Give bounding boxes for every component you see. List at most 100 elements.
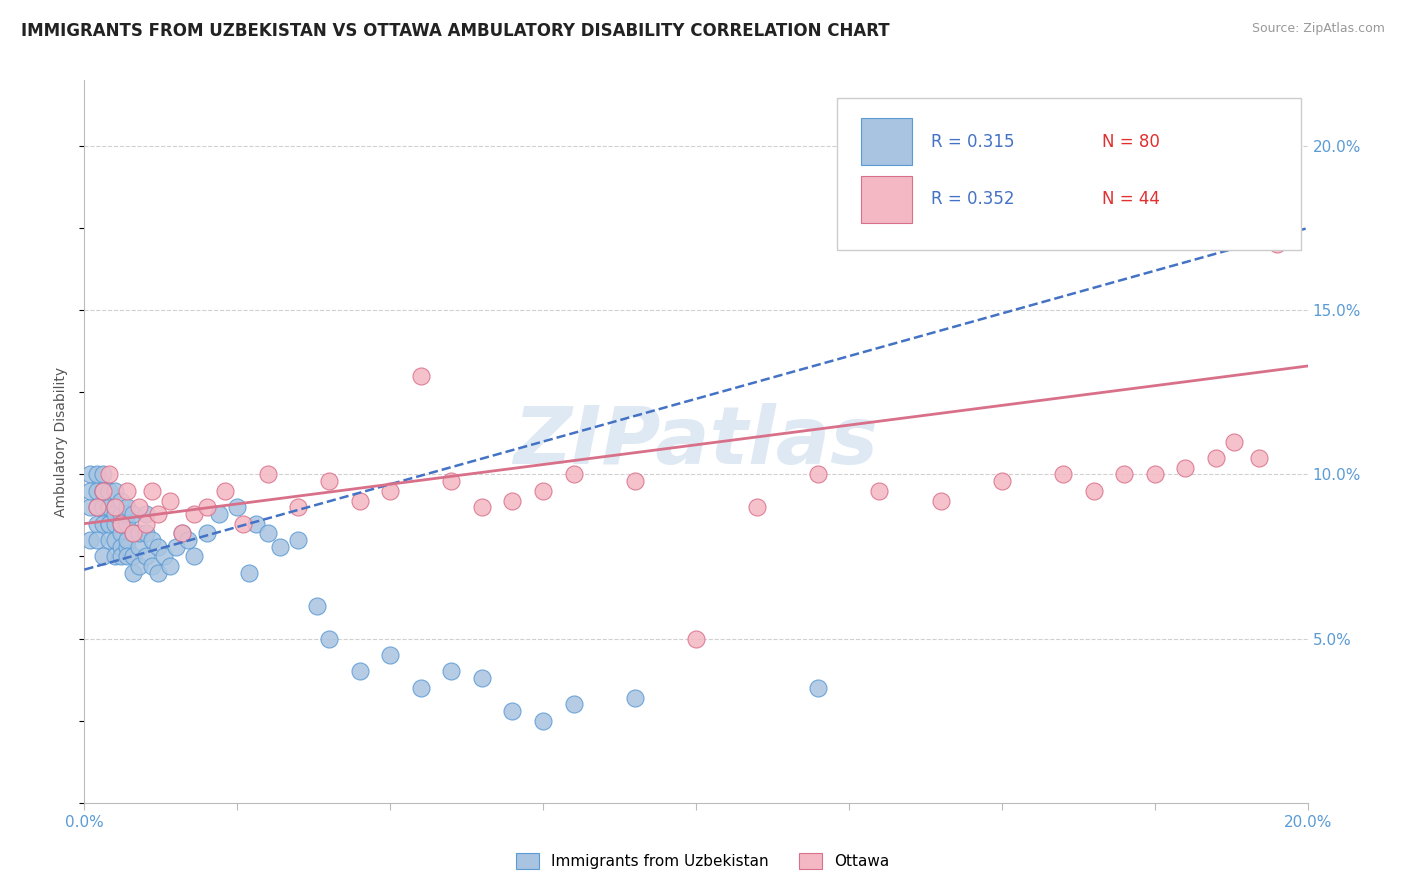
- Point: [91, 483, 114, 498]
- Point: [115, 533, 138, 547]
- Point: [531, 483, 554, 498]
- Point: [110, 549, 132, 564]
- Point: [79, 500, 101, 515]
- Point: [104, 507, 127, 521]
- Point: [104, 516, 127, 531]
- Point: [86, 483, 108, 498]
- Point: [110, 516, 132, 531]
- Point: [440, 665, 463, 679]
- Point: [257, 526, 280, 541]
- Point: [110, 526, 132, 541]
- Point: [97, 516, 120, 531]
- Point: [86, 516, 108, 531]
- Point: [1052, 467, 1074, 482]
- FancyBboxPatch shape: [837, 98, 1302, 250]
- Point: [159, 559, 181, 574]
- Point: [128, 500, 150, 515]
- Point: [409, 368, 432, 383]
- Point: [97, 500, 120, 515]
- Point: [159, 493, 181, 508]
- Point: [97, 533, 120, 547]
- Point: [110, 540, 132, 554]
- Point: [122, 507, 145, 521]
- Point: [685, 632, 707, 646]
- Point: [91, 483, 114, 498]
- Point: [502, 704, 524, 718]
- Point: [91, 500, 114, 515]
- Point: [177, 533, 200, 547]
- Point: [146, 540, 169, 554]
- Point: [97, 467, 120, 482]
- Point: [208, 507, 231, 521]
- Point: [531, 714, 554, 728]
- FancyBboxPatch shape: [860, 176, 912, 223]
- Point: [97, 483, 120, 498]
- Point: [110, 516, 132, 531]
- Point: [245, 516, 267, 531]
- Point: [79, 533, 101, 547]
- Point: [409, 681, 432, 695]
- Text: N = 80: N = 80: [1102, 133, 1160, 151]
- Point: [153, 549, 176, 564]
- Point: [104, 549, 127, 564]
- Point: [86, 533, 108, 547]
- Legend: Immigrants from Uzbekistan, Ottawa: Immigrants from Uzbekistan, Ottawa: [510, 847, 896, 875]
- Point: [172, 526, 194, 541]
- Point: [110, 507, 132, 521]
- Point: [79, 467, 101, 482]
- Point: [172, 526, 194, 541]
- Point: [86, 500, 108, 515]
- Point: [146, 507, 169, 521]
- Point: [562, 698, 585, 712]
- Point: [349, 665, 371, 679]
- Point: [165, 540, 187, 554]
- Point: [104, 500, 127, 515]
- Point: [104, 533, 127, 547]
- Point: [305, 599, 328, 613]
- Text: IMMIGRANTS FROM UZBEKISTAN VS OTTAWA AMBULATORY DISABILITY CORRELATION CHART: IMMIGRANTS FROM UZBEKISTAN VS OTTAWA AMB…: [21, 22, 890, 40]
- Point: [624, 474, 647, 488]
- Point: [991, 474, 1014, 488]
- Point: [135, 507, 157, 521]
- Point: [1265, 237, 1288, 252]
- Point: [146, 566, 169, 580]
- Point: [122, 566, 145, 580]
- Text: Source: ZipAtlas.com: Source: ZipAtlas.com: [1251, 22, 1385, 36]
- Point: [287, 500, 309, 515]
- Point: [232, 516, 254, 531]
- Point: [318, 474, 340, 488]
- Point: [104, 500, 127, 515]
- Point: [135, 516, 157, 531]
- Point: [807, 467, 830, 482]
- Point: [97, 516, 120, 531]
- Point: [1114, 467, 1136, 482]
- Point: [349, 493, 371, 508]
- Point: [195, 526, 218, 541]
- Point: [141, 483, 163, 498]
- Point: [86, 500, 108, 515]
- Point: [1223, 434, 1246, 449]
- Point: [195, 500, 218, 515]
- Point: [115, 500, 138, 515]
- Point: [562, 467, 585, 482]
- Point: [471, 671, 494, 685]
- Point: [135, 526, 157, 541]
- Point: [91, 549, 114, 564]
- Point: [1143, 467, 1166, 482]
- Point: [115, 549, 138, 564]
- Point: [91, 516, 114, 531]
- Point: [257, 467, 280, 482]
- Point: [115, 540, 138, 554]
- Text: ZIPatlas: ZIPatlas: [513, 402, 879, 481]
- Point: [135, 549, 157, 564]
- Point: [929, 493, 952, 508]
- Point: [1174, 460, 1197, 475]
- Point: [97, 500, 120, 515]
- Point: [183, 507, 205, 521]
- Point: [238, 566, 260, 580]
- Point: [141, 533, 163, 547]
- Text: R = 0.352: R = 0.352: [931, 191, 1014, 209]
- Point: [747, 500, 769, 515]
- Point: [807, 681, 830, 695]
- Point: [440, 474, 463, 488]
